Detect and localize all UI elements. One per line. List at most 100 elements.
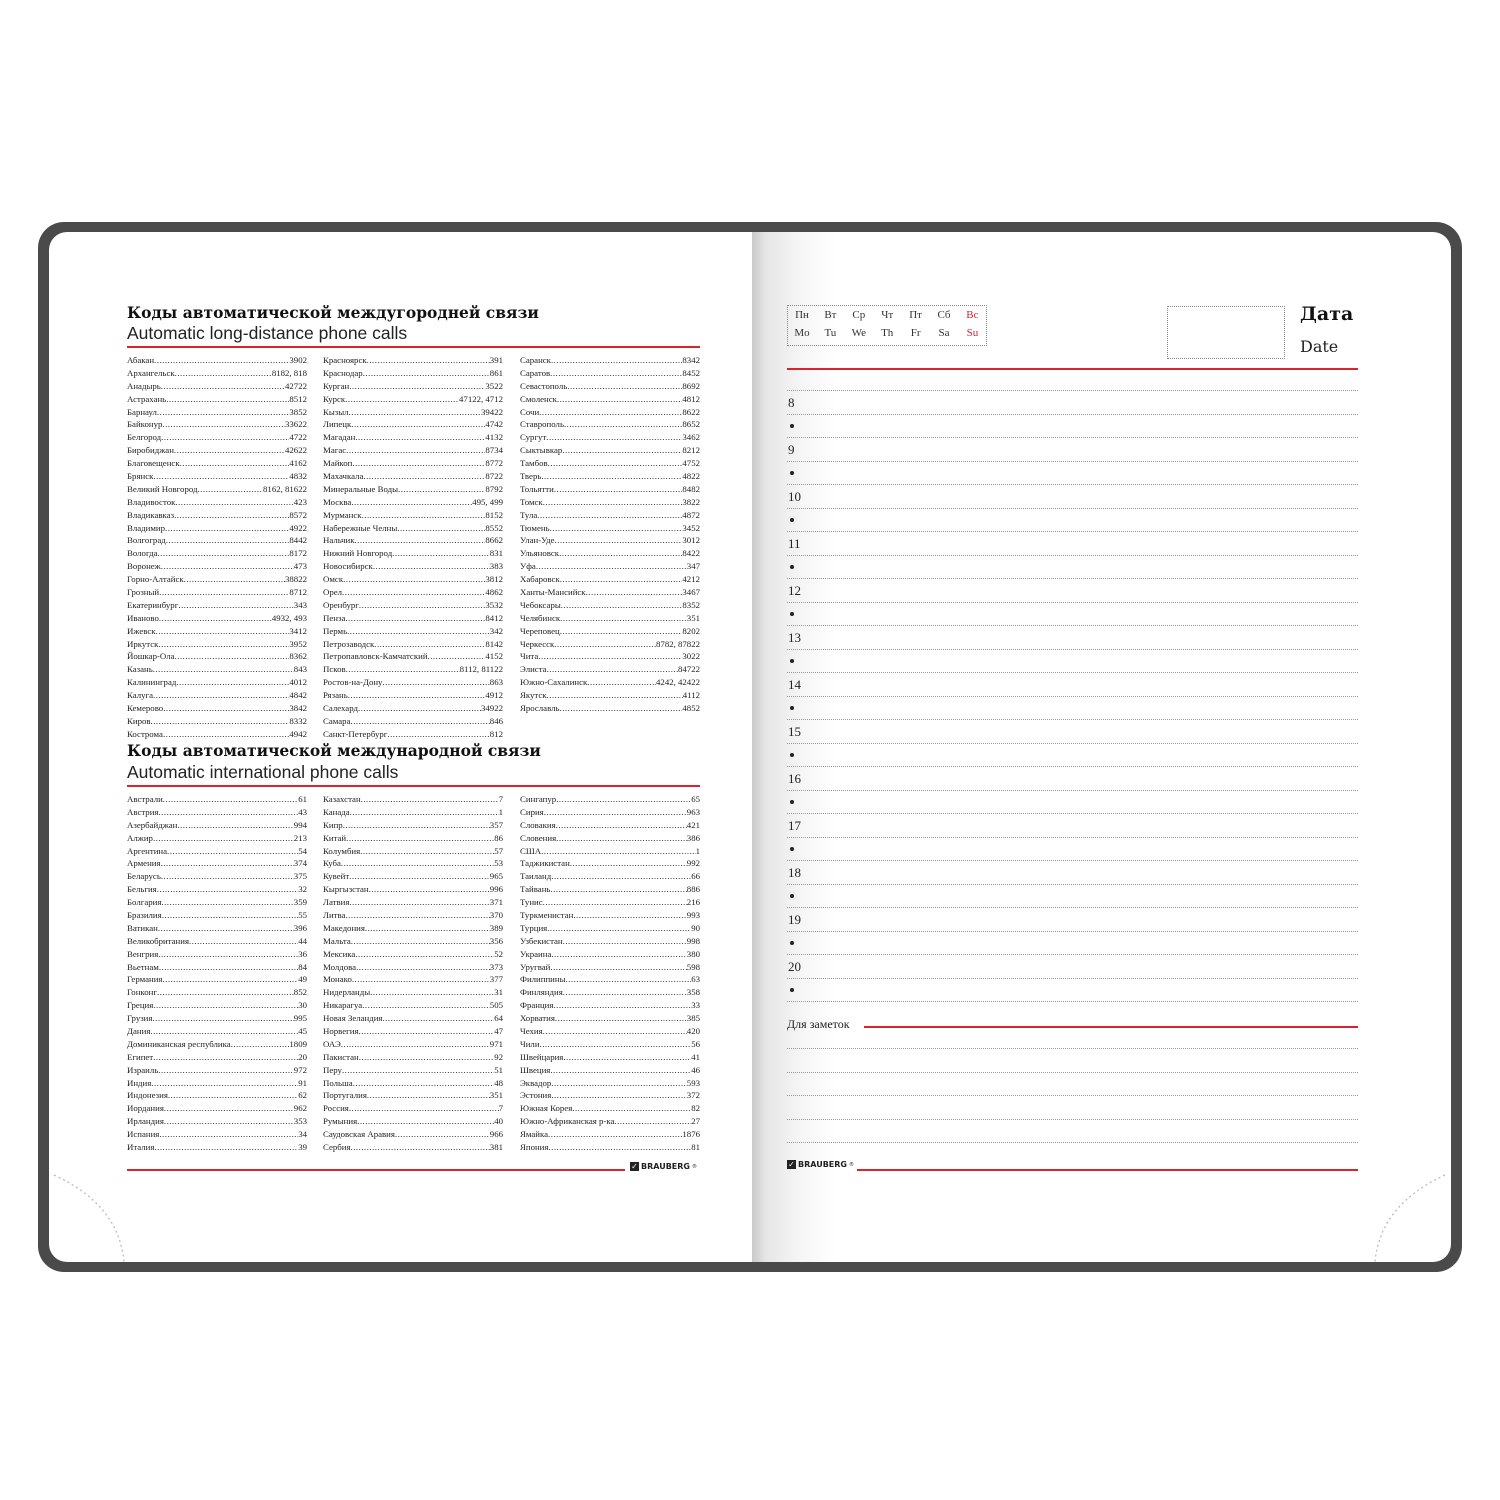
- hour-label: 18: [788, 865, 801, 880]
- place-name: Индонезия: [127, 1090, 168, 1101]
- code-row: Элиста 84722: [520, 663, 700, 676]
- weekday-option[interactable]: Пн: [795, 309, 809, 321]
- code-row: Австрия 43: [127, 806, 307, 819]
- place-name: Тольятти: [520, 483, 554, 494]
- dot-leader: [152, 1012, 293, 1025]
- code-row: Эквадор 593: [520, 1077, 700, 1090]
- place-name: Ватикан: [127, 922, 158, 933]
- place-name: США: [520, 845, 542, 856]
- code-row: Псков 8112, 81122: [323, 663, 503, 676]
- dial-code: 8352: [682, 599, 700, 610]
- code-row: Алжир 213: [127, 832, 307, 845]
- code-row: Австрали 61: [127, 793, 307, 806]
- dot-leader: [162, 909, 299, 922]
- weekday-option[interactable]: Tu: [824, 327, 837, 339]
- code-row: Литва 370: [323, 909, 503, 922]
- place-name: Вологда: [127, 548, 158, 559]
- place-name: Йошкар-Ола: [127, 651, 175, 662]
- dial-code: 84: [298, 961, 307, 972]
- weekday-option[interactable]: We: [851, 327, 866, 339]
- place-name: Ульяновск: [520, 548, 560, 559]
- dot-leader: [359, 1025, 495, 1038]
- place-name: Нальчик: [323, 535, 355, 546]
- dot-leader: [363, 367, 490, 380]
- dial-code: 47122, 4712: [459, 393, 503, 404]
- place-name: Азербайджан: [127, 819, 178, 830]
- code-column: Австрали 61 Австрия 43 Азербайджан 994 Алжир 21…: [127, 793, 307, 1154]
- bullet-icon: [790, 988, 794, 992]
- code-row: Чили 56: [520, 1038, 700, 1051]
- dial-code: 972: [293, 1064, 307, 1075]
- code-row: Киров 8332: [127, 715, 307, 728]
- corner-stitch-left: [53, 1174, 125, 1263]
- code-row: Волгоград 8442: [127, 534, 307, 547]
- code-row: Хорватия 385: [520, 1012, 700, 1025]
- code-row: Кострома 4942: [127, 728, 307, 741]
- dot-leader: [543, 1025, 687, 1038]
- code-row: Астрахань 8512: [127, 393, 307, 406]
- code-column: Красноярск 391 Краснодар 861 Курган 3522 Курск…: [323, 354, 503, 741]
- weekday-option[interactable]: Th: [881, 327, 894, 339]
- place-name: Воронеж: [127, 561, 161, 572]
- dot-leader: [153, 470, 289, 483]
- weekday-option[interactable]: Вс: [966, 309, 979, 321]
- code-row: Петрозаводск 8142: [323, 638, 503, 651]
- dot-leader: [551, 354, 682, 367]
- dot-leader: [557, 393, 683, 406]
- place-name: Польша: [323, 1077, 353, 1088]
- dot-leader: [536, 560, 687, 573]
- code-row: Нидерланды 31: [323, 986, 503, 999]
- international-title: Коды автоматической международной связи: [127, 741, 541, 760]
- weekday-option[interactable]: Пт: [909, 309, 922, 321]
- dial-code: 8172: [289, 548, 307, 559]
- place-name: Греция: [127, 1000, 154, 1011]
- code-row: Оренбург 3532: [323, 599, 503, 612]
- code-row: Чебоксары 8352: [520, 599, 700, 612]
- dot-leader: [367, 1089, 490, 1102]
- dot-leader: [161, 380, 285, 393]
- place-name: Анадырь: [127, 380, 161, 391]
- dial-code: 372: [686, 1090, 700, 1101]
- weekday-option[interactable]: Вт: [824, 309, 837, 321]
- weekday-option[interactable]: Su: [966, 327, 979, 339]
- place-name: Франция: [520, 1000, 554, 1011]
- dot-leader: [353, 1077, 494, 1090]
- weekday-option[interactable]: Fr: [910, 327, 921, 339]
- writing-line: [787, 813, 1358, 814]
- dial-code: 216: [686, 897, 700, 908]
- place-name: Томск: [520, 496, 543, 507]
- dot-leader: [153, 663, 294, 676]
- dial-code: 4742: [485, 419, 503, 430]
- weekday-option[interactable]: Ср: [852, 309, 866, 321]
- weekday-option[interactable]: Чт: [881, 309, 894, 321]
- place-name: Швейцария: [520, 1051, 564, 1062]
- code-row: Екатеринбург 343: [127, 599, 307, 612]
- dot-leader: [351, 715, 490, 728]
- place-name: Чехия: [520, 1026, 543, 1037]
- code-row: Сербия 381: [323, 1141, 503, 1154]
- writing-line: [787, 578, 1358, 579]
- code-row: Сирия 963: [520, 806, 700, 819]
- writing-line: [787, 625, 1358, 626]
- code-row: Владикавказ 8572: [127, 509, 307, 522]
- dial-code: 4152: [485, 651, 503, 662]
- weekday-option[interactable]: Sa: [938, 327, 950, 339]
- place-name: Самара: [323, 715, 351, 726]
- place-name: Болгария: [127, 897, 162, 908]
- weekday-option[interactable]: Сб: [937, 309, 951, 321]
- place-name: Набережные Челны: [323, 522, 398, 533]
- brand-name: BRAUBERG: [798, 1160, 847, 1169]
- code-row: Нижний Новгород 831: [323, 547, 503, 560]
- place-name: Австрия: [127, 806, 159, 817]
- weekday-option[interactable]: Mo: [794, 327, 810, 339]
- dot-leader: [175, 650, 290, 663]
- date-field[interactable]: [1167, 306, 1285, 359]
- code-row: Эстония 372: [520, 1089, 700, 1102]
- dot-leader: [175, 367, 272, 380]
- dial-code: 82: [691, 1103, 700, 1114]
- code-row: Санкт-Петербург 812: [323, 728, 503, 741]
- dial-code: 8512: [289, 393, 307, 404]
- place-name: Пермь: [323, 625, 348, 636]
- code-row: Израиль 972: [127, 1064, 307, 1077]
- code-row: Саратов 8452: [520, 367, 700, 380]
